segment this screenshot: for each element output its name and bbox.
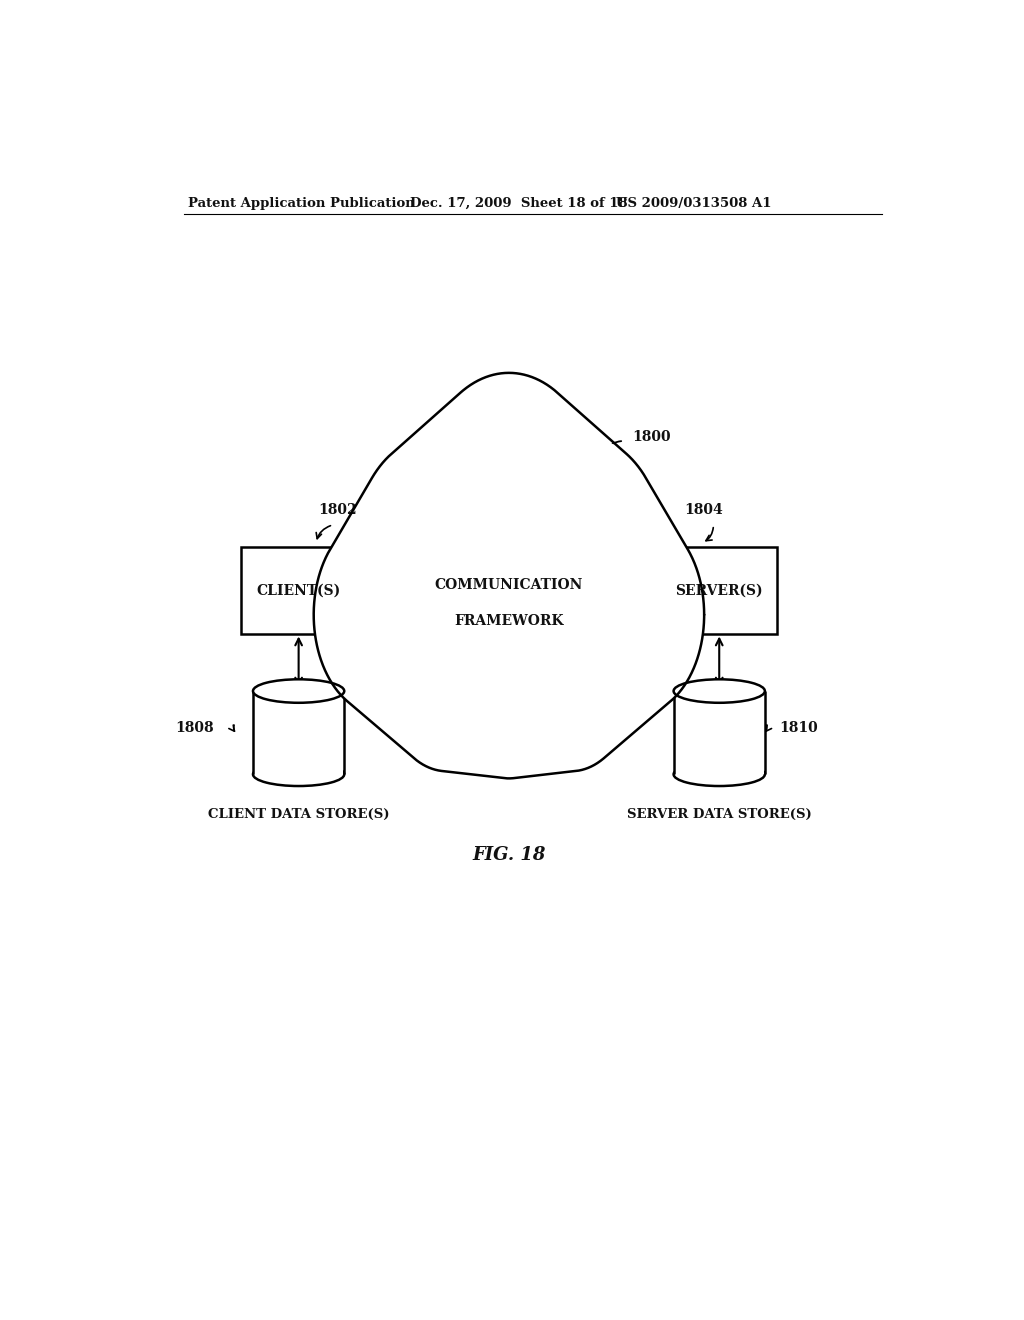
Text: FRAMEWORK: FRAMEWORK	[454, 614, 564, 628]
Ellipse shape	[504, 572, 638, 771]
Ellipse shape	[313, 515, 447, 714]
Bar	[674, 692, 765, 775]
Ellipse shape	[253, 680, 344, 702]
Ellipse shape	[570, 515, 705, 714]
Text: COMMUNICATION: COMMUNICATION	[435, 578, 583, 593]
Text: 1802: 1802	[318, 503, 357, 516]
Text: 1808: 1808	[175, 721, 214, 735]
Text: Dec. 17, 2009  Sheet 18 of 18: Dec. 17, 2009 Sheet 18 of 18	[410, 197, 628, 210]
Text: SERVER(S): SERVER(S)	[676, 583, 763, 598]
Ellipse shape	[414, 372, 604, 657]
Text: FIG. 18: FIG. 18	[472, 846, 546, 863]
Ellipse shape	[380, 572, 514, 771]
Ellipse shape	[313, 515, 447, 714]
Ellipse shape	[504, 572, 638, 771]
Text: CLIENT DATA STORE(S): CLIENT DATA STORE(S)	[208, 808, 389, 821]
Ellipse shape	[414, 372, 604, 657]
Ellipse shape	[352, 437, 514, 678]
Bar	[662, 548, 777, 634]
Ellipse shape	[352, 437, 514, 678]
Text: Patent Application Publication: Patent Application Publication	[187, 197, 415, 210]
Ellipse shape	[674, 763, 765, 785]
Ellipse shape	[253, 763, 344, 785]
Text: SERVER DATA STORE(S): SERVER DATA STORE(S)	[627, 808, 812, 821]
Text: 1800: 1800	[632, 430, 671, 444]
Bar	[241, 548, 356, 634]
Text: US 2009/0313508 A1: US 2009/0313508 A1	[616, 197, 771, 210]
Ellipse shape	[570, 515, 705, 714]
Text: 1810: 1810	[778, 721, 817, 735]
Ellipse shape	[447, 594, 570, 779]
Ellipse shape	[504, 437, 666, 678]
Text: 1804: 1804	[685, 503, 724, 516]
Ellipse shape	[447, 594, 570, 779]
Text: CLIENT(S): CLIENT(S)	[256, 583, 341, 598]
Bar	[254, 692, 343, 775]
Text: 1806: 1806	[471, 678, 510, 692]
Ellipse shape	[504, 437, 666, 678]
Ellipse shape	[380, 572, 514, 771]
Bar	[253, 692, 344, 775]
Bar	[675, 692, 764, 775]
Ellipse shape	[674, 680, 765, 702]
